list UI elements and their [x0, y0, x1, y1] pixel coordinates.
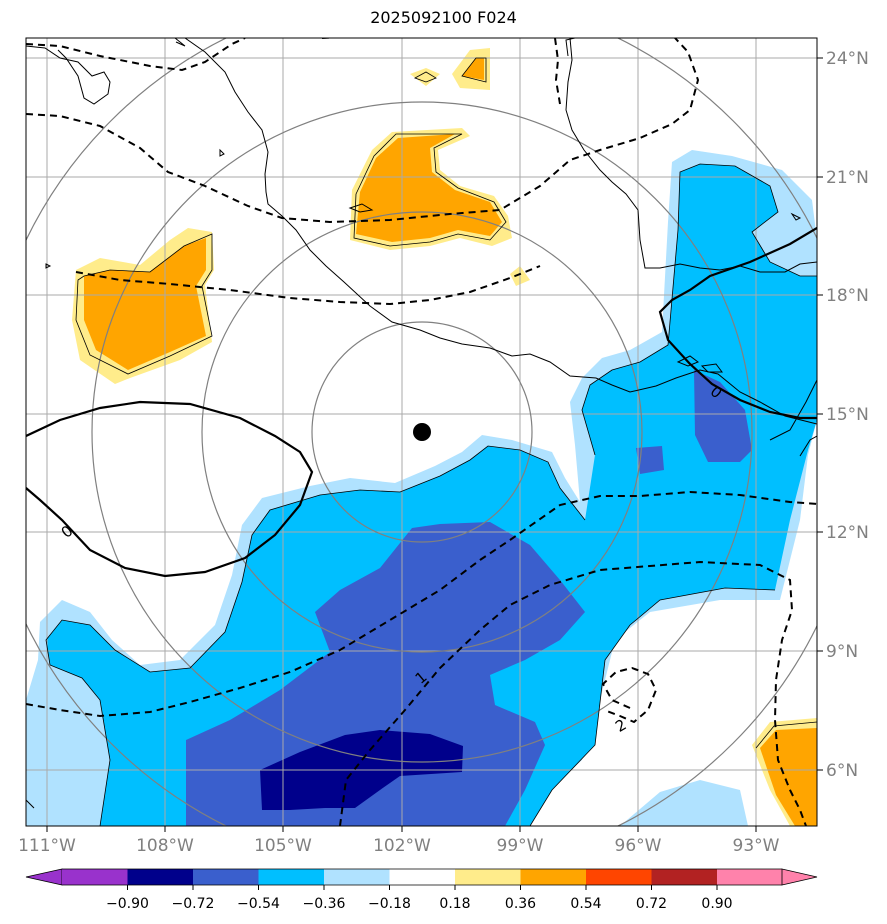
lon-label: 102°W [373, 836, 431, 856]
contour-label-two: 2 [612, 715, 629, 735]
map-canvas [26, 38, 817, 826]
colorbar-tick-labels: −0.90 −0.72 −0.54 −0.36 −0.18 0.18 0.36 … [106, 896, 733, 912]
neg-mid-region [46, 164, 817, 826]
pos-region-top [462, 58, 484, 80]
lon-label: 108°W [136, 836, 194, 856]
colorbar-tick-label: −0.54 [237, 896, 280, 912]
colorbar-segment [127, 869, 193, 885]
colorbar-segment [717, 869, 782, 885]
colorbar-tick-label: −0.18 [368, 896, 411, 912]
lat-label: 12°N [826, 523, 869, 543]
colorbar-tick-label: −0.36 [303, 896, 346, 912]
lat-label: 9°N [826, 642, 858, 662]
colorbar-tick-label: −0.72 [172, 896, 215, 912]
colorbar-extend-high [781, 868, 818, 886]
latitude-labels: 24°N 21°N 18°N 15°N 12°N 9°N 6°N [826, 49, 869, 781]
map-frame [25, 37, 818, 827]
pos-region-north [356, 134, 502, 242]
map-title: 2025092100 F024 [370, 8, 517, 27]
pos-region-se [760, 728, 817, 826]
pos-light-spot [410, 68, 440, 86]
lat-label: 6°N [826, 761, 858, 781]
colorbar-segment [586, 869, 652, 885]
colorbar-tick-label: 0.90 [701, 896, 732, 912]
dashed-contours [26, 38, 817, 826]
solid-contours [26, 227, 817, 578]
lon-label: 111°W [18, 836, 76, 856]
lon-label: 93°W [733, 836, 780, 856]
neg-strong-region [186, 522, 585, 826]
neg-light-region-se [620, 780, 748, 826]
colorbar-ticks [127, 885, 718, 890]
colorbar-tick-label: 0.36 [505, 896, 536, 912]
colorbar-tick-label: 0.72 [636, 896, 667, 912]
gridlines [26, 38, 817, 826]
anomaly-outlines [45, 57, 817, 826]
lat-label: 24°N [826, 49, 869, 69]
colorbar-segment [455, 869, 521, 885]
storm-center-marker [413, 423, 431, 441]
colorbar-segment [651, 869, 717, 885]
neg-strong-region-east [694, 370, 752, 462]
lon-label: 105°W [254, 836, 312, 856]
colorbar-extend-low [25, 868, 63, 886]
colorbar: −0.90 −0.72 −0.54 −0.36 −0.18 0.18 0.36 … [25, 868, 818, 912]
range-rings [26, 38, 817, 826]
lon-label: 96°W [615, 836, 662, 856]
colorbar-segment [324, 869, 390, 885]
coastlines [26, 38, 817, 809]
colorbar-tick-label: −0.90 [106, 896, 149, 912]
colorbar-tick-label: 0.18 [439, 896, 470, 912]
colorbar-segment [62, 869, 128, 885]
lat-label: 15°N [826, 405, 869, 425]
pos-region-west [84, 238, 206, 370]
lat-label: 18°N [826, 286, 869, 306]
tick-marks [46, 57, 823, 832]
neg-strong-spot [636, 446, 664, 474]
lon-label: 99°W [497, 836, 544, 856]
colorbar-segment [258, 869, 324, 885]
colorbar-segment [193, 869, 259, 885]
colorbar-outline [62, 868, 782, 886]
colorbar-segment [520, 869, 586, 885]
longitude-labels: 111°W 108°W 105°W 102°W 99°W 96°W 93°W [18, 836, 780, 856]
colorbar-segment [389, 869, 455, 885]
colorbar-tick-label: 0.54 [570, 896, 601, 912]
lat-label: 21°N [826, 168, 869, 188]
